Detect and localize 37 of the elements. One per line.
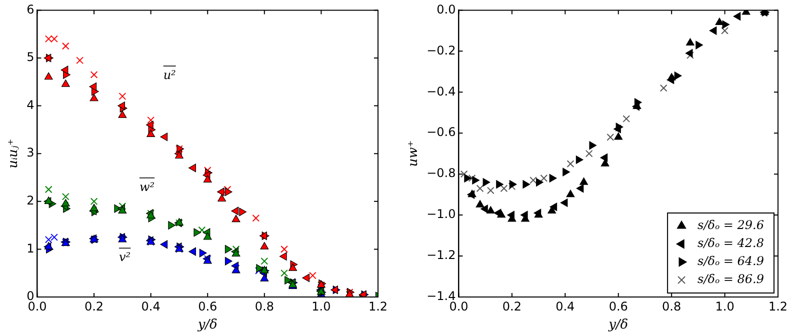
- annotation: v²: [119, 250, 131, 264]
- y-tick-label: −1.2: [426, 248, 456, 262]
- x-tick-label: 0.6: [198, 299, 218, 314]
- annotation: w²: [139, 180, 155, 194]
- y-axis-title: uᵢuⱼ⁺: [6, 138, 22, 168]
- x-tick-label: 1.0: [715, 299, 734, 314]
- y-axis-title: uw⁺: [406, 140, 422, 167]
- y-tick-label: 5: [26, 50, 34, 64]
- y-tick-label: 1: [26, 241, 34, 256]
- y-tick-label: 4: [26, 98, 34, 112]
- x-tick-label: 0.8: [254, 299, 274, 314]
- x-axis-title: y/δ: [608, 318, 628, 333]
- y-tick-label: 0.0: [436, 2, 456, 16]
- legend-label: s/δₒ = 86.9: [698, 272, 764, 286]
- x-axis-title: y/δ: [196, 318, 218, 333]
- x-tick-label: 0.2: [502, 299, 522, 314]
- legend-label: s/δₒ = 42.8: [698, 236, 764, 250]
- x-tick-label: 0.6: [608, 299, 628, 314]
- x-tick-label: 0.4: [556, 299, 575, 314]
- x-tick-label: 0.0: [449, 299, 468, 314]
- x-tick-label: 1.0: [312, 299, 331, 314]
- x-tick-label: 1.2: [368, 299, 388, 314]
- x-tick-label: 0.8: [662, 299, 682, 314]
- legend-label: s/δₒ = 29.6: [698, 218, 764, 232]
- y-tick-label: 6: [26, 2, 34, 16]
- y-tick-label: −0.6: [426, 125, 456, 140]
- y-tick-label: −0.2: [426, 43, 456, 58]
- y-tick-label: −0.8: [426, 166, 456, 180]
- x-tick-label: 0.2: [84, 299, 104, 314]
- annotation: u²: [163, 68, 176, 82]
- y-tick-label: 2: [26, 194, 34, 208]
- y-tick-label: −1.0: [426, 207, 456, 222]
- y-tick-label: −0.4: [426, 84, 456, 98]
- x-tick-label: 1.2: [768, 299, 788, 314]
- legend-label: s/δₒ = 64.9: [698, 254, 764, 268]
- y-tick-label: 3: [26, 146, 34, 160]
- x-tick-label: 0.4: [141, 299, 160, 314]
